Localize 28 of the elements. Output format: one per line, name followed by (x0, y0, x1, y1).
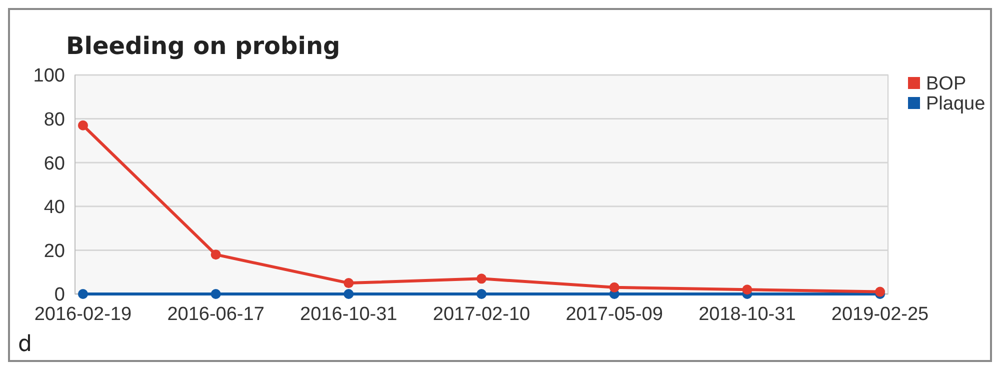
point (875, 286, 886, 297)
x-tick-label: 2016-02-19 (34, 304, 132, 325)
y-tick-label: 80 (44, 109, 65, 130)
x-tick-label: 2017-02-10 (432, 304, 530, 325)
y-tick-label: 40 (44, 197, 65, 218)
point (344, 278, 354, 288)
point (210, 289, 221, 299)
y-tick-label: 100 (33, 66, 65, 87)
x-tick-label: 2019-02-25 (831, 304, 929, 325)
x-tick-label: 2016-06-17 (167, 304, 264, 325)
point (344, 289, 354, 299)
y-tick-label: 20 (44, 240, 65, 262)
point (742, 284, 752, 295)
legend-label: Plaque (926, 94, 986, 115)
y-tick-label: 60 (44, 153, 65, 174)
point (78, 289, 88, 299)
y-tick-label: 0 (54, 284, 65, 306)
x-tick-label: 2017-05-09 (566, 304, 663, 325)
chart-title: Bleeding on probing (66, 32, 340, 60)
text: d (18, 332, 32, 357)
x-tick-label: 2018-10-31 (698, 304, 796, 325)
legend-label: BOP (926, 74, 966, 95)
x-tick-label: 2016-10-31 (300, 304, 398, 325)
point (609, 282, 620, 292)
point (210, 250, 221, 260)
point (78, 120, 88, 130)
point (476, 289, 486, 299)
point (476, 274, 486, 284)
